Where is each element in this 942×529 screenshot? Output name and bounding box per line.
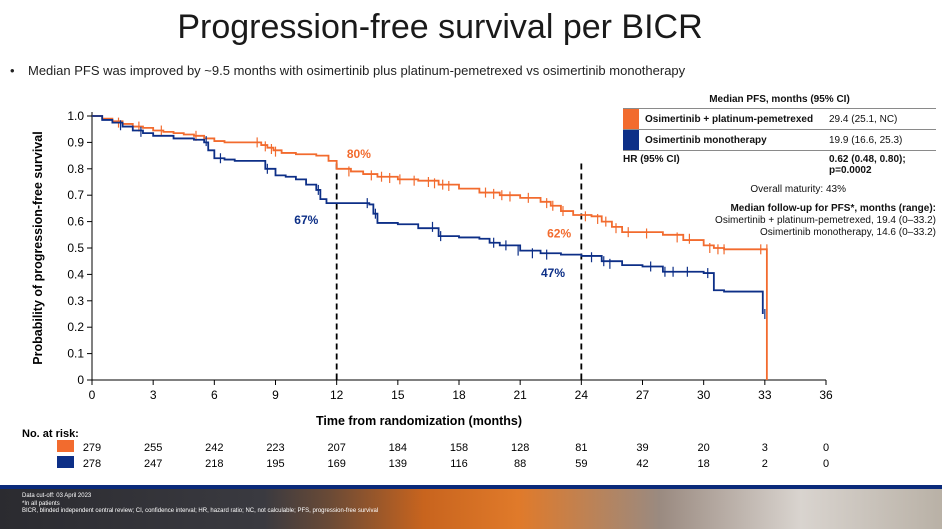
at-risk-count: 42 (636, 458, 648, 470)
x-tick-label: 24 (575, 388, 589, 402)
at-risk-count: 3 (762, 442, 768, 454)
y-tick-label: 0 (77, 373, 84, 387)
y-tick-label: 0.4 (67, 267, 84, 281)
legend-swatch-mono (623, 130, 639, 150)
at-risk-count: 278 (83, 458, 101, 470)
km-curve-mono (92, 115, 764, 314)
at-risk-count: 169 (327, 458, 345, 470)
footer-banner (0, 485, 942, 529)
at-risk-count: 88 (514, 458, 526, 470)
y-tick-label: 0.6 (67, 215, 84, 229)
at-risk-count: 128 (511, 442, 529, 454)
hr-value-line1: 0.62 (0.48, 0.80); (829, 154, 906, 165)
at-risk-count: 242 (205, 442, 223, 454)
at-risk-table: No. at risk:279 255 242 223 207 184 158 128 81 39… (22, 428, 829, 470)
hr-value: 0.62 (0.48, 0.80); p=0.0002 (829, 154, 936, 176)
km-curves (92, 115, 768, 380)
x-tick-label: 12 (330, 388, 344, 402)
x-tick-label: 18 (452, 388, 466, 402)
legend-row-combo: Osimertinib + platinum-pemetrexed 29.4 (… (623, 108, 936, 129)
summary-text: Median PFS was improved by ~9.5 months w… (28, 63, 686, 78)
at-risk-count: 139 (389, 458, 407, 470)
hr-label: HR (95% CI) (623, 154, 680, 165)
x-tick-label: 15 (391, 388, 405, 402)
followup-line1: Osimertinib + platinum-pemetrexed, 19.4 … (715, 215, 936, 226)
hazard-ratio: HR (95% CI) 0.62 (0.48, 0.80); p=0.0002 (623, 154, 936, 176)
footnote-asterisk: *In all patients (22, 500, 60, 507)
summary-bullet: • Median PFS was improved by ~9.5 months … (10, 63, 685, 78)
y-tick-label: 0.9 (67, 135, 84, 149)
x-tick-label: 3 (150, 388, 157, 402)
y-tick-label: 0.2 (67, 320, 84, 334)
legend-row-mono: Osimertinib monotherapy 19.9 (16.6, 25.3… (623, 129, 936, 151)
median-followup: Median follow-up for PFS*, months (range… (623, 203, 936, 239)
x-axis-title: Time from randomization (months) (316, 414, 522, 428)
at-risk-count: 207 (327, 442, 345, 454)
followup-header: Median follow-up for PFS*, months (range… (730, 203, 936, 214)
x-tick-label: 9 (272, 388, 279, 402)
at-risk-count: 2 (762, 458, 768, 470)
at-risk-count: 59 (575, 458, 587, 470)
at-risk-count: 0 (823, 458, 829, 470)
x-tick-label: 33 (758, 388, 772, 402)
label-mono-12m: 67% (294, 213, 318, 227)
followup-line2: Osimertinib monotherapy, 14.6 (0–33.2) (759, 227, 936, 238)
chart-axes: 00.10.20.30.40.50.60.70.80.91.00 3 6 9 12 15 1… (31, 109, 833, 428)
legend-header: Median PFS, months (95% CI) (709, 94, 850, 105)
y-tick-label: 0.3 (67, 294, 84, 308)
at-risk-count: 218 (205, 458, 223, 470)
at-risk-count: 247 (144, 458, 162, 470)
at-risk-count: 255 (144, 442, 162, 454)
y-tick-label: 0.1 (67, 347, 84, 361)
median-pfs-legend: Median PFS, months (95% CI) Osimertinib … (623, 92, 936, 176)
at-risk-count: 20 (698, 442, 710, 454)
legend-arm-combo: Osimertinib + platinum-pemetrexed (645, 113, 814, 125)
at-risk-count: 158 (450, 442, 468, 454)
at-risk-count: 81 (575, 442, 587, 454)
hr-value-line2: p=0.0002 (829, 165, 872, 176)
y-tick-label: 0.7 (67, 188, 84, 202)
x-tick-label: 6 (211, 388, 218, 402)
footnote-abbreviations: BICR, blinded independent central review… (22, 508, 379, 514)
x-tick-label: 36 (819, 388, 833, 402)
x-tick-label: 27 (636, 388, 650, 402)
label-combo-12m: 80% (347, 147, 371, 161)
km-curve-combo (92, 115, 768, 380)
at-risk-count: 195 (266, 458, 284, 470)
legend-value-mono: 19.9 (16.6, 25.3) (829, 134, 903, 146)
y-tick-label: 0.5 (67, 241, 84, 255)
legend-value-combo: 29.4 (25.1, NC) (829, 113, 898, 125)
legend-swatch-combo (623, 109, 639, 129)
x-tick-label: 30 (697, 388, 711, 402)
at-risk-swatch-combo (57, 440, 74, 452)
at-risk-count: 223 (266, 442, 284, 454)
y-tick-label: 1.0 (67, 109, 84, 123)
at-risk-count: 0 (823, 442, 829, 454)
at-risk-swatch-mono (57, 456, 74, 468)
km-chart: 00.10.20.30.40.50.60.70.80.91.00 3 6 9 12 15 1… (22, 109, 833, 470)
x-tick-label: 21 (513, 388, 527, 402)
legend-arm-mono: Osimertinib monotherapy (645, 134, 767, 146)
overall-maturity: Overall maturity: 43% (750, 184, 846, 195)
at-risk-count: 39 (636, 442, 648, 454)
footnotes: Data cut-off: 03 April 2023 *In all pati… (22, 493, 378, 516)
y-axis-title: Probability of progression-free survival (31, 131, 45, 364)
page-title: Progression-free survival per BICR (177, 8, 703, 46)
label-mono-24m: 47% (541, 266, 565, 280)
at-risk-count: 18 (698, 458, 710, 470)
footnote-cutoff: Data cut-off: 03 April 2023 (22, 493, 92, 499)
at-risk-count: 279 (83, 442, 101, 454)
x-tick-label: 0 (89, 388, 96, 402)
y-tick-label: 0.8 (67, 162, 84, 176)
at-risk-count: 184 (389, 442, 407, 454)
at-risk-label: No. at risk: (22, 428, 79, 440)
bullet-dot-icon: • (10, 63, 15, 78)
reference-lines (335, 163, 583, 380)
label-combo-24m: 62% (547, 226, 571, 240)
at-risk-count: 116 (450, 458, 468, 470)
chart-labels: 80% 67% 62% 47% (294, 147, 571, 280)
